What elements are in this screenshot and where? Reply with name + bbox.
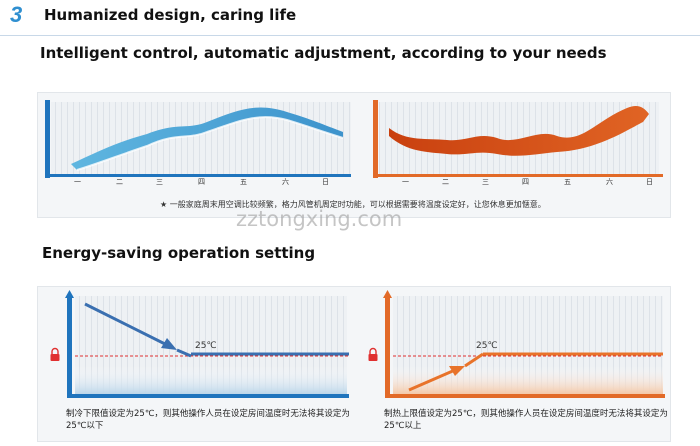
y-axis-arrow [65, 290, 74, 298]
weekday-label: 四 [522, 178, 529, 186]
lock-icon [368, 347, 378, 361]
weekday-label: 一 [402, 178, 409, 186]
heating-arrow-line [408, 368, 456, 392]
weekday-label: 六 [606, 178, 613, 186]
cooling-limit-chart [65, 290, 349, 398]
schedule-note: ★ 一般家庭周末用空调比较频繁，格力风管机周定时功能，可以根据需要将温度设定好，… [160, 200, 546, 209]
heating-temp-label: 25℃ [476, 341, 498, 351]
y-axis [45, 100, 50, 178]
weekday-label: 日 [646, 178, 653, 186]
weekday-label: 一 [74, 178, 81, 186]
cool-schedule-chart [45, 100, 351, 178]
cooling-descent [176, 348, 192, 358]
y-axis [373, 100, 378, 178]
heat-schedule-chart [373, 100, 663, 178]
x-axis [45, 174, 351, 177]
heating-rise [464, 352, 484, 368]
weekday-label: 三 [156, 178, 163, 186]
heat-wave [389, 106, 649, 156]
cooling-caption: 制冷下限值设定为25℃，则其他操作人员在设定房间温度时无法将其设定为25℃以下 [66, 409, 350, 431]
weekday-label: 五 [564, 178, 571, 186]
y-axis-arrow [383, 290, 392, 298]
watermark: zztongxing.com [236, 207, 403, 231]
section-title: Humanized design, caring life [44, 6, 297, 24]
cool-wave-highlight [76, 116, 344, 171]
heating-arrowhead [449, 366, 465, 376]
x-axis [373, 174, 663, 177]
x-axis [385, 394, 665, 398]
lock-icon [50, 347, 60, 361]
weekday-label: 六 [282, 178, 289, 186]
cooling-arrowhead [161, 338, 177, 350]
chart-floor [393, 366, 663, 394]
chart-floor [75, 366, 347, 394]
energy-title: Energy-saving operation setting [42, 244, 316, 262]
x-axis [67, 394, 349, 398]
weekday-label: 二 [442, 178, 449, 186]
heating-limit-chart [383, 290, 665, 398]
weekday-label: 日 [322, 178, 329, 186]
intelligent-illustrations [45, 100, 663, 178]
cooling-temp-label: 25℃ [195, 341, 217, 351]
header-divider [0, 35, 700, 36]
intelligent-title: Intelligent control, automatic adjustmen… [40, 44, 607, 62]
weekday-label: 二 [116, 178, 123, 186]
heating-caption: 制热上限值设定为25℃，则其他操作人员在设定房间温度时无法将其设定为25℃以上 [384, 409, 668, 431]
cooling-arrow-line [84, 302, 170, 348]
weekday-label: 三 [482, 178, 489, 186]
energy-illustrations [50, 290, 665, 398]
y-axis [385, 296, 390, 398]
weekday-label: 四 [198, 178, 205, 186]
section-number: 3 [10, 2, 23, 27]
chart-background [51, 102, 351, 176]
y-axis [67, 296, 72, 398]
weekday-label: 五 [240, 178, 247, 186]
